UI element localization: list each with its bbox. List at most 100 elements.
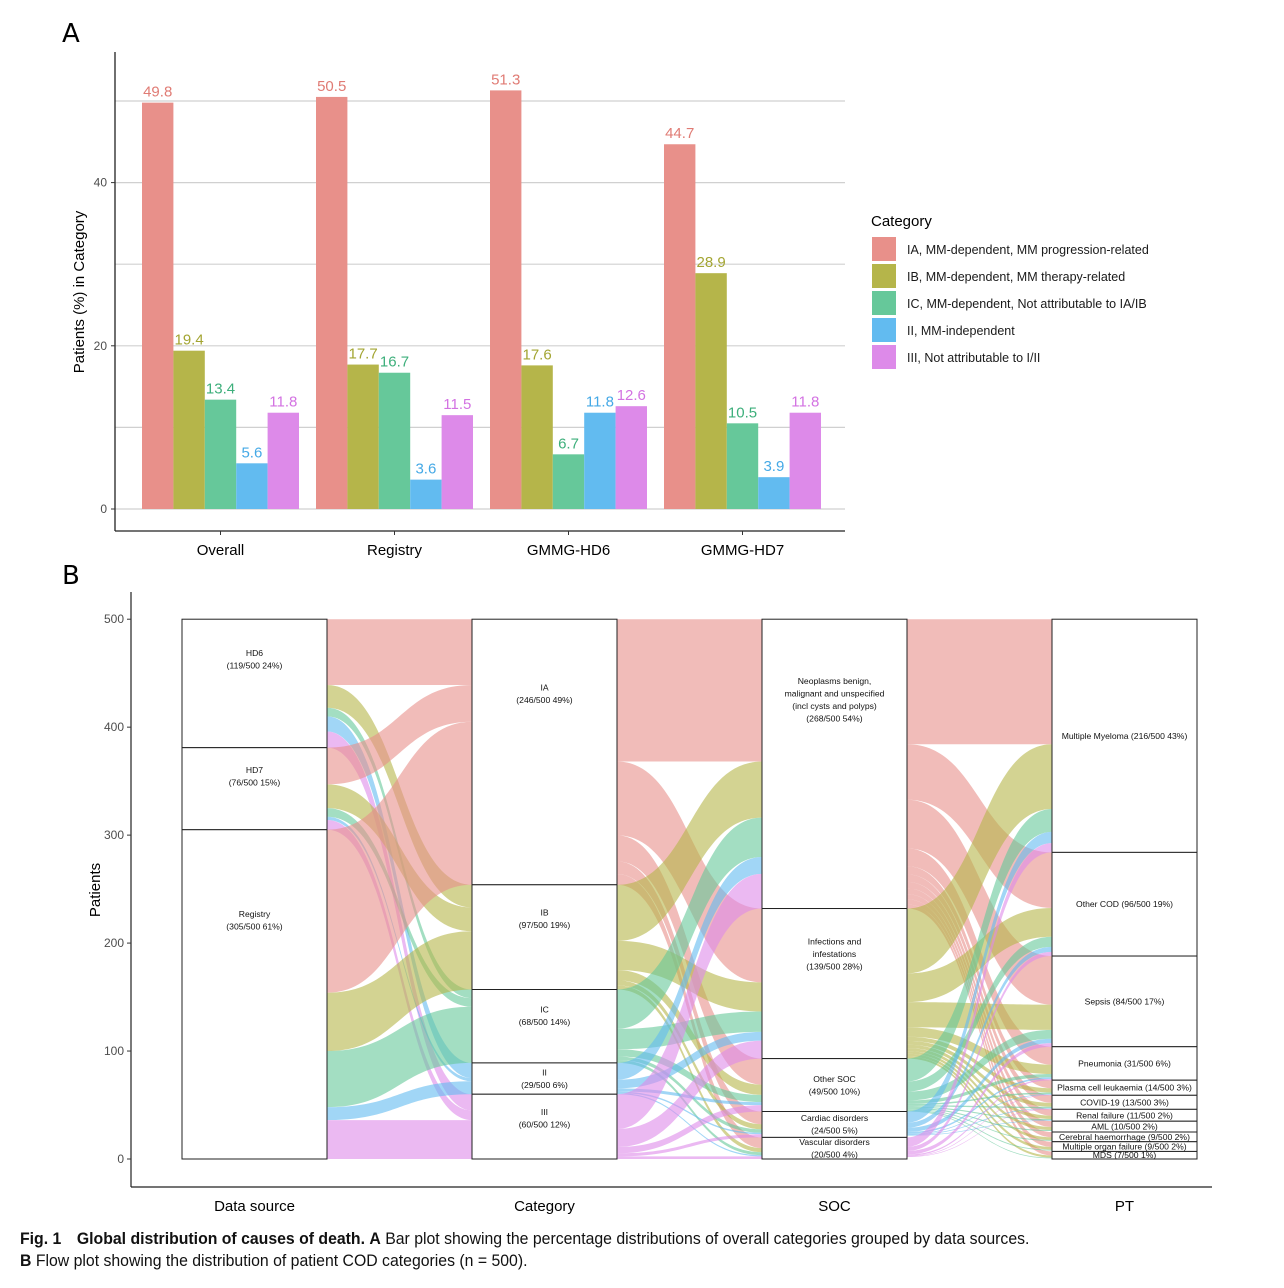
flow-1-2 — [617, 1040, 762, 1147]
legend-item-label: IA, MM-dependent, MM progression-related — [907, 243, 1149, 257]
bar — [410, 479, 442, 509]
node-label: (24/500 5%) — [811, 1126, 858, 1136]
y-axis-title: Patients (%) in Category — [71, 210, 88, 373]
node-label: (49/500 10%) — [809, 1086, 861, 1096]
bar — [521, 365, 553, 509]
node-label: Cardiac disorders — [801, 1113, 868, 1123]
bar-value-label: 3.6 — [415, 461, 436, 478]
bar-value-label: 19.4 — [174, 332, 203, 349]
bar-value-label: 11.8 — [791, 394, 819, 411]
flow-2-3 — [907, 1044, 1052, 1120]
caption-title: Global distribution of causes of death. — [76, 1229, 365, 1248]
flow-2-3 — [907, 1053, 1052, 1150]
node-box — [471, 618, 618, 886]
node-label: (76/500 15%) — [229, 777, 281, 787]
bar-value-label: 11.5 — [443, 396, 471, 413]
node-box — [471, 989, 618, 1064]
flow-2-3 — [907, 1107, 1052, 1132]
bar-value-label: 28.9 — [696, 254, 725, 271]
node-box — [761, 1058, 908, 1112]
node-box — [471, 1062, 618, 1095]
node-box — [761, 908, 908, 1060]
node-label: Sepsis (84/500 17%) — [1085, 996, 1165, 1006]
flow-2-3 — [907, 936, 1052, 1092]
node-label: II — [542, 1067, 547, 1077]
flow-source-category — [327, 1006, 472, 1108]
flow-1-2 — [617, 857, 762, 1080]
node-box — [1051, 851, 1198, 957]
x-axis-label: Category — [514, 1198, 575, 1215]
flow-2-3 — [907, 951, 1052, 1151]
node-label: COVID-19 (13/500 3%) — [1080, 1097, 1169, 1107]
x-tick-label: Registry — [367, 542, 423, 559]
y-axis-title: Patients — [87, 863, 104, 917]
node-label: HD7 — [246, 765, 263, 775]
legend-swatch — [872, 318, 896, 342]
bar — [726, 423, 759, 509]
bar — [664, 144, 696, 510]
flow-1-2 — [617, 873, 762, 1129]
legend-item-label: IC, MM-dependent, Not attributable to IA… — [907, 297, 1147, 311]
bar-value-label: 17.7 — [348, 346, 377, 363]
node-label: IA — [540, 682, 548, 692]
node-label: Infections and — [808, 937, 862, 947]
caption-fig-label: Fig. 1 — [20, 1229, 62, 1248]
bar — [204, 399, 237, 509]
flow-1-2 — [617, 1105, 762, 1154]
bar — [267, 412, 299, 509]
node-label: (305/500 61%) — [226, 921, 283, 931]
node-box — [181, 747, 328, 831]
node-label: (incl cysts and polyps) — [792, 701, 877, 711]
bar — [347, 364, 379, 509]
bar-value-label: 10.5 — [728, 404, 757, 421]
flow-source-category — [327, 816, 472, 1082]
flow-2-3 — [907, 1051, 1052, 1140]
node-box — [181, 618, 328, 749]
caption-a-text: Bar plot showing the percentage distribu… — [385, 1229, 1030, 1248]
flow-2-3 — [907, 946, 1052, 1128]
node-label: (119/500 24%) — [227, 661, 283, 671]
legend: Category IA, MM-dependent, MM progressio… — [871, 213, 1149, 369]
node-box — [1051, 618, 1198, 853]
flow-2-3 — [907, 1108, 1052, 1158]
flow-1-2 — [617, 1031, 762, 1089]
flow-2-3 — [907, 1078, 1052, 1156]
bar — [236, 463, 268, 509]
flow-2-3 — [907, 1108, 1052, 1141]
legend-item-label: II, MM-independent — [907, 324, 1015, 338]
flow-2-3 — [907, 1038, 1052, 1133]
legend-item-label: IB, MM-dependent, MM therapy-related — [907, 270, 1125, 284]
legend-swatch — [872, 237, 896, 261]
node-label: (60/500 12%) — [519, 1120, 571, 1130]
flow-2-3 — [907, 619, 1052, 745]
node-label: AML (10/500 2%) — [1091, 1122, 1158, 1132]
bar-value-label: 11.8 — [586, 394, 614, 411]
node-label: Other SOC — [813, 1074, 856, 1084]
flow-2-3 — [907, 904, 1052, 1156]
bar — [758, 477, 790, 509]
flow-1-2 — [617, 1011, 762, 1050]
flow-2-3 — [907, 1106, 1052, 1121]
flow-2-3 — [907, 1040, 1052, 1107]
bar — [441, 415, 473, 509]
bars — [142, 90, 821, 510]
flow-source-category — [327, 1120, 472, 1159]
x-axis-label: Data source — [214, 1198, 295, 1215]
bar — [490, 90, 522, 509]
flow-1-2 — [617, 1156, 762, 1159]
bar — [316, 96, 348, 510]
bar-value-label: 12.6 — [617, 387, 646, 404]
bar-value-label: 50.5 — [317, 78, 346, 95]
flow-1-2 — [617, 1134, 762, 1157]
node-label: IC — [540, 1005, 549, 1015]
flow-1-2 — [617, 1059, 762, 1156]
x-tick-label: Overall — [197, 542, 245, 559]
node-label: MDS (7/500 1%) — [1093, 1150, 1157, 1160]
flow-2-3 — [907, 874, 1052, 1103]
panel-label-a: A — [62, 19, 80, 49]
node-label: (68/500 14%) — [519, 1017, 571, 1027]
node-label: Plasma cell leukaemia (14/500 3%) — [1057, 1083, 1192, 1093]
y-tick-label: 20 — [94, 339, 108, 353]
flow-1-2 — [617, 985, 762, 1153]
bar-value-label: 51.3 — [491, 71, 520, 88]
